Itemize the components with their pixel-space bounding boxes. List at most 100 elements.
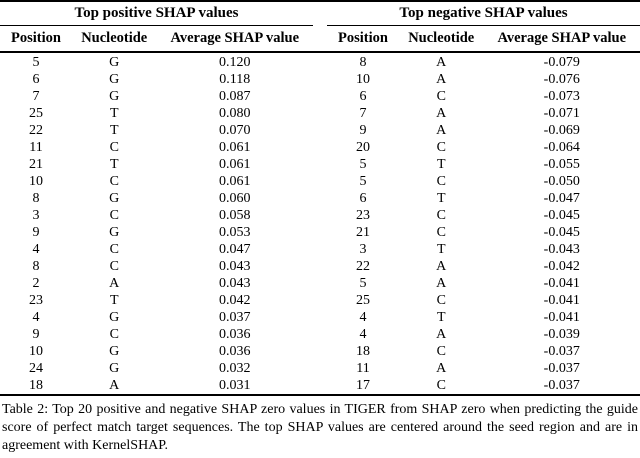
table-cell: G bbox=[109, 55, 120, 70]
table-cell: 24 bbox=[28, 361, 43, 376]
table-cell: 9 bbox=[32, 225, 40, 240]
column-header-nucleotide: Nucleotide bbox=[81, 30, 148, 46]
table-cell: -0.042 bbox=[543, 259, 580, 274]
table-cell: 0.042 bbox=[218, 293, 251, 308]
table-caption: Table 2: Top 20 positive and negative SH… bbox=[2, 402, 638, 453]
table-row: 4 A -0.039 bbox=[327, 326, 640, 343]
table-cell: -0.069 bbox=[543, 123, 580, 138]
table-cell: -0.050 bbox=[543, 174, 580, 189]
table-cell: G bbox=[109, 361, 120, 376]
table-row: 8 G 0.060 bbox=[0, 190, 313, 207]
table-cell: 4 bbox=[32, 242, 40, 257]
table-row: 3 T -0.043 bbox=[327, 241, 640, 258]
table-cell: 6 bbox=[359, 191, 367, 206]
table-cell: 0.031 bbox=[218, 378, 251, 393]
table-cell: 0.047 bbox=[218, 242, 251, 257]
table-cell: -0.047 bbox=[543, 191, 580, 206]
table-cell: G bbox=[109, 225, 120, 240]
table-cell: 10 bbox=[355, 72, 370, 87]
table-row: 6 T -0.047 bbox=[327, 190, 640, 207]
table-cell: 6 bbox=[32, 72, 40, 87]
table-cell: 5 bbox=[359, 157, 367, 172]
table-cell: -0.073 bbox=[543, 89, 580, 104]
table-cell: 8 bbox=[32, 259, 40, 274]
table-cell: 8 bbox=[359, 55, 367, 70]
table-cell: 3 bbox=[32, 208, 40, 223]
column-header-average-shap-value: Average SHAP value bbox=[170, 30, 300, 46]
shap-tables-row: Top positive SHAP values Position Nucleo… bbox=[0, 2, 640, 394]
table-cell: C bbox=[436, 89, 446, 104]
table-cell: C bbox=[436, 344, 446, 359]
negative-table-title: Top negative SHAP values bbox=[327, 2, 640, 26]
table-row: 8 A -0.079 bbox=[327, 51, 640, 71]
table-cell: 0.058 bbox=[218, 208, 251, 223]
table-cell: 0.080 bbox=[218, 106, 251, 121]
table-cell: 6 bbox=[359, 89, 367, 104]
table-cell: C bbox=[436, 208, 446, 223]
table-row: 7 A -0.071 bbox=[327, 105, 640, 122]
group-header-row: Top negative SHAP values bbox=[327, 2, 640, 26]
table-cell: 4 bbox=[359, 327, 367, 342]
table-cell: 0.043 bbox=[218, 259, 251, 274]
table-cell: 0.061 bbox=[218, 140, 251, 155]
table-row: 20 C -0.064 bbox=[327, 139, 640, 156]
table-cell: 5 bbox=[359, 276, 367, 291]
table-cell: T bbox=[109, 123, 119, 138]
table-cell: A bbox=[436, 72, 447, 87]
table-cell: 11 bbox=[356, 361, 370, 376]
table-row: 9 G 0.053 bbox=[0, 224, 313, 241]
column-header-position: Position bbox=[338, 30, 388, 46]
table-cell: 7 bbox=[359, 106, 367, 121]
negative-shap-table: Top negative SHAP values Position Nucleo… bbox=[327, 2, 640, 394]
table-cell: C bbox=[436, 293, 446, 308]
table-cell: 18 bbox=[28, 378, 43, 393]
table-cell: 7 bbox=[32, 89, 40, 104]
table-cell: 0.061 bbox=[218, 157, 251, 172]
table-cell: 21 bbox=[28, 157, 43, 172]
table-cell: T bbox=[109, 157, 119, 172]
header-midrule bbox=[0, 51, 640, 53]
table-row: 22 T 0.070 bbox=[0, 122, 313, 139]
table-cell: 9 bbox=[359, 123, 367, 138]
table-row: 23 T 0.042 bbox=[0, 292, 313, 309]
table-cell: -0.041 bbox=[543, 293, 580, 308]
table-cell: G bbox=[109, 72, 120, 87]
table-cell: C bbox=[436, 140, 446, 155]
table-cell: 4 bbox=[32, 310, 40, 325]
table-row: 25 T 0.080 bbox=[0, 105, 313, 122]
table-cell: 0.060 bbox=[218, 191, 251, 206]
table-cell: -0.055 bbox=[543, 157, 580, 172]
table-row: 4 T -0.041 bbox=[327, 309, 640, 326]
table-row: 21 C -0.045 bbox=[327, 224, 640, 241]
table-cell: C bbox=[436, 225, 446, 240]
table-cell: 5 bbox=[359, 174, 367, 189]
table-cell: A bbox=[436, 123, 447, 138]
table-cell: -0.037 bbox=[543, 361, 580, 376]
table-cell: 22 bbox=[28, 123, 43, 138]
table-cell: 10 bbox=[28, 344, 43, 359]
table-cell: -0.037 bbox=[543, 378, 580, 393]
table-row: 9 A -0.069 bbox=[327, 122, 640, 139]
table-cell: T bbox=[436, 157, 446, 172]
table-cell: 23 bbox=[355, 208, 370, 223]
positive-table-title: Top positive SHAP values bbox=[0, 2, 313, 26]
table-cell: -0.071 bbox=[543, 106, 580, 121]
table-cell: 0.053 bbox=[218, 225, 251, 240]
table-cell: -0.041 bbox=[543, 276, 580, 291]
table-row: 25 C -0.041 bbox=[327, 292, 640, 309]
table-cell: 4 bbox=[359, 310, 367, 325]
table-cell: 21 bbox=[355, 225, 370, 240]
table-cell: C bbox=[436, 174, 446, 189]
table-cell: 0.087 bbox=[218, 89, 251, 104]
table-cell: 25 bbox=[28, 106, 43, 121]
table-row: 10 A -0.076 bbox=[327, 71, 640, 88]
column-header-nucleotide: Nucleotide bbox=[408, 30, 475, 46]
table-row: 6 G 0.118 bbox=[0, 71, 313, 88]
column-header-row: Position Nucleotide Average SHAP value bbox=[0, 26, 313, 52]
table-cell: 0.118 bbox=[219, 72, 251, 87]
table-cell: 25 bbox=[355, 293, 370, 308]
table-row: 23 C -0.045 bbox=[327, 207, 640, 224]
table-cell: 2 bbox=[32, 276, 40, 291]
table-cell: G bbox=[109, 310, 120, 325]
positive-table-body: 5 G 0.120 6 G 0.118 7 G 0.087 25 T 0.080 22 T 0.070 11 C… bbox=[0, 51, 313, 394]
